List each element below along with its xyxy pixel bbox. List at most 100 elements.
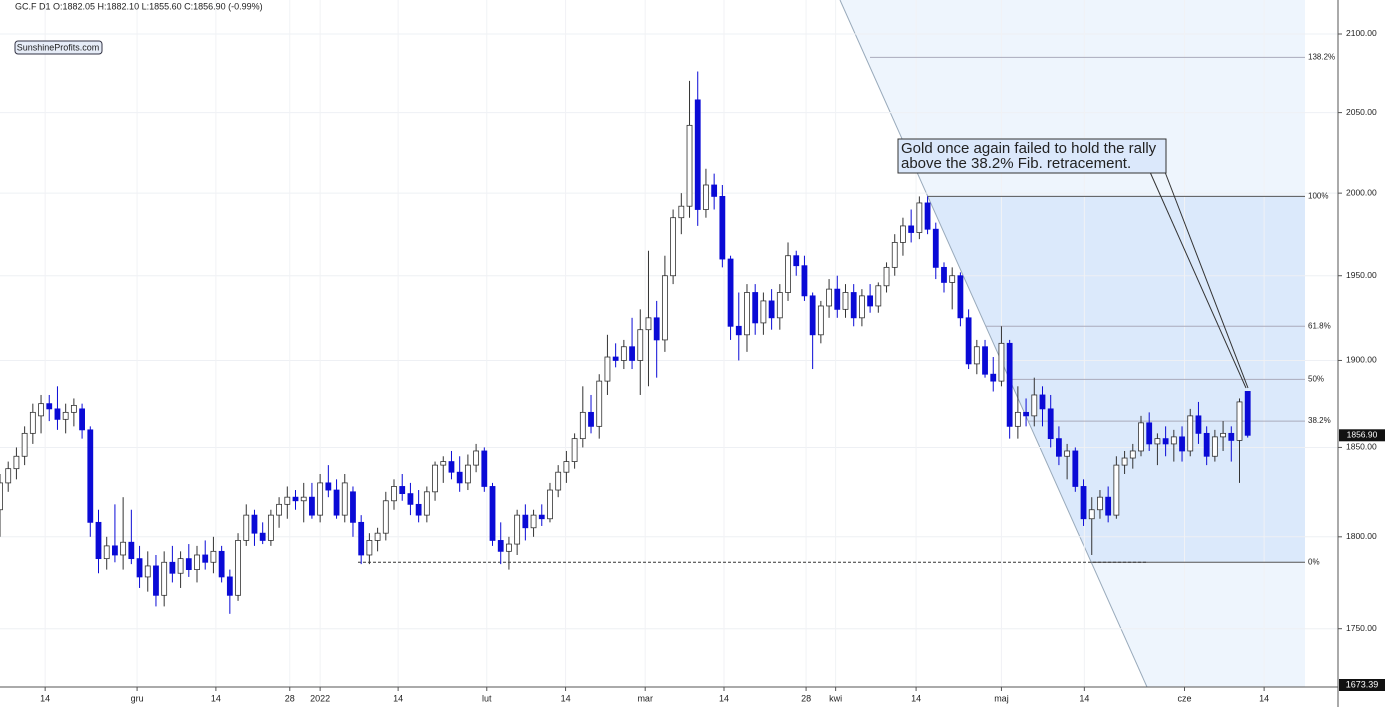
candle-body (185, 558, 192, 570)
x-tick-label: 2022 (310, 693, 330, 703)
candle-body (243, 514, 250, 541)
candle-body (637, 329, 644, 361)
candle-body (0, 482, 3, 511)
candle-body (1006, 342, 1013, 427)
y-tick-label: 2050.00 (1346, 107, 1377, 117)
candle-body (284, 496, 291, 505)
annotation-pointer (1164, 171, 1249, 389)
candle-body (941, 266, 947, 283)
bottom-marker-label: 1673.39 (1346, 679, 1379, 689)
candle-body (694, 99, 701, 210)
y-tick-label: 1750.00 (1346, 623, 1377, 633)
candle-body (752, 292, 759, 324)
candle-body (850, 292, 857, 319)
y-tick-label: 1850.00 (1346, 442, 1377, 452)
candle-body (998, 342, 1005, 382)
candle-body (29, 411, 36, 434)
candle-body (391, 486, 397, 502)
x-tick-label: 28 (801, 693, 811, 703)
bottom-marker-box (1339, 679, 1385, 691)
x-tick-label: 28 (285, 693, 295, 703)
candle-body (235, 540, 241, 596)
candle-body (809, 295, 816, 336)
candle-body (128, 541, 135, 560)
candle-body (309, 496, 315, 516)
candle-body (538, 514, 545, 520)
candle-body (596, 380, 603, 427)
channel-line (839, 0, 1148, 688)
fib-label: 138.2% (1308, 52, 1335, 61)
candle-body (169, 561, 176, 574)
x-tick-label: 14 (211, 693, 221, 703)
y-tick-label: 2000.00 (1346, 187, 1377, 197)
candle-body (1023, 411, 1029, 417)
candle-body (1088, 509, 1095, 520)
watermark-label: SunshineProfits.com (17, 42, 100, 52)
candle-body (826, 288, 832, 307)
candle-body (21, 432, 28, 457)
candle-body (932, 228, 939, 268)
annotation-pointer (1149, 171, 1247, 389)
candle-body (555, 471, 562, 491)
candle-body (1031, 394, 1038, 417)
candle-body (1211, 436, 1218, 457)
candle-body (1129, 450, 1136, 459)
candle-body (883, 266, 890, 287)
fib-label: 61.8% (1308, 321, 1331, 330)
x-tick-label: mar (637, 693, 653, 703)
candle-body (1179, 436, 1185, 452)
candle-body (5, 468, 12, 484)
candle-body (719, 196, 726, 260)
candle-body (1047, 408, 1054, 440)
fib-label: 50% (1308, 375, 1324, 384)
x-tick-label: 14 (1079, 693, 1089, 703)
candle-body (62, 411, 69, 420)
candle-body (1097, 496, 1103, 511)
candle-body (629, 346, 635, 361)
x-tick-label: 14 (561, 693, 571, 703)
candle-body (1064, 450, 1071, 457)
candle-body (54, 408, 61, 420)
candle-body (399, 486, 406, 495)
candle-body (859, 295, 865, 319)
candle-body (973, 346, 980, 365)
candle-body (801, 265, 808, 297)
candle-body (563, 461, 570, 473)
grid (0, 0, 1338, 687)
candle-body (686, 124, 693, 207)
candle-body (87, 429, 94, 523)
candle-body (1113, 464, 1120, 516)
candle-body (1203, 432, 1210, 457)
candle-body (703, 184, 709, 210)
candle-body (218, 550, 225, 578)
y-tick-label: 2100.00 (1346, 28, 1377, 38)
candle-body (440, 461, 447, 466)
candle-body (982, 346, 988, 375)
candle-body (1220, 432, 1226, 438)
candle-body (177, 558, 184, 574)
candle-body (251, 514, 258, 534)
x-tick-label: gru (131, 693, 144, 703)
candle-body (571, 438, 578, 462)
header: GC.F D1 O:1882.05 H:1882.10 L:1855.60 C:… (15, 1, 263, 11)
candle-body (1056, 438, 1062, 457)
watermark-box (14, 40, 103, 55)
x-tick-label: 14 (393, 693, 403, 703)
candle-body (374, 532, 381, 541)
candle-body (908, 225, 915, 233)
candle-body (95, 521, 102, 560)
candle-body (161, 561, 168, 596)
candle-body (1162, 438, 1169, 445)
candle-body (136, 558, 143, 578)
candle-body (276, 503, 282, 516)
candle-body (957, 275, 964, 319)
x-tick-label: maj (994, 693, 1009, 703)
candle-body (112, 545, 118, 556)
candle-body (341, 482, 348, 516)
candle-body (415, 503, 422, 516)
candle-body (1146, 422, 1153, 445)
candle-body (350, 491, 356, 523)
candle-body (259, 532, 266, 541)
